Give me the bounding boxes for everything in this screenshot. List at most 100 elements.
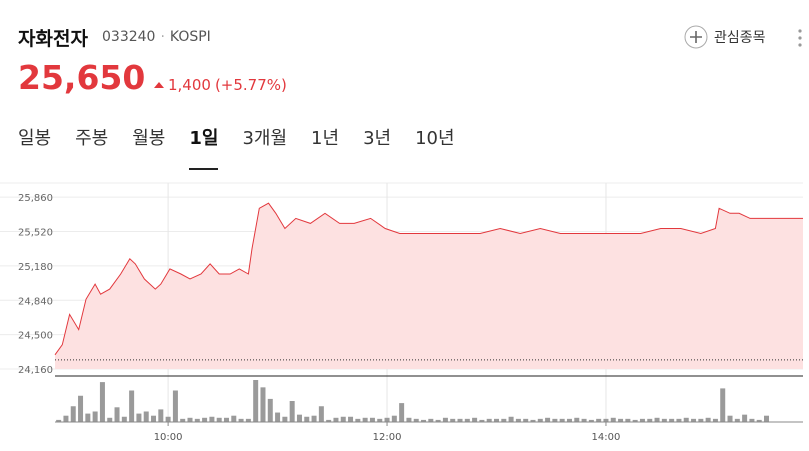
period-tab[interactable]: 3개월 xyxy=(242,128,288,149)
volume-bar xyxy=(92,411,98,422)
volume-bar xyxy=(406,417,412,422)
volume-bar xyxy=(311,415,317,422)
y-tick-label: 24,500 xyxy=(18,331,53,342)
volume-bar xyxy=(85,413,91,422)
volume-bar xyxy=(654,417,660,422)
volume-bar xyxy=(625,418,631,422)
volume-bar xyxy=(333,417,339,422)
y-tick-label: 24,160 xyxy=(18,365,53,376)
more-button[interactable] xyxy=(797,28,803,48)
volume-bar xyxy=(296,414,302,422)
volume-bar xyxy=(683,417,689,422)
volume-bar xyxy=(676,418,682,422)
stock-name: 자화전자 xyxy=(18,28,88,50)
volume-bar xyxy=(129,390,135,422)
volume-bar xyxy=(362,417,368,422)
volume-bar xyxy=(661,418,667,422)
volume-bar xyxy=(712,418,718,422)
period-tab[interactable]: 일봉 xyxy=(18,128,52,149)
x-tick-label: 10:00 xyxy=(154,432,183,443)
volume-bar xyxy=(421,419,427,422)
market: KOSPI xyxy=(169,29,211,45)
volume-bar xyxy=(202,417,208,422)
volume-bar xyxy=(632,419,638,422)
volume-bar xyxy=(727,415,733,422)
volume-bar xyxy=(486,418,492,422)
price-line xyxy=(54,202,803,356)
volume-bar xyxy=(530,419,536,422)
volume-bar xyxy=(209,416,215,422)
volume-bar xyxy=(187,417,193,422)
volume-bar xyxy=(384,417,390,422)
volume-bar xyxy=(304,416,310,422)
volume-bar xyxy=(99,382,105,422)
volume-bar xyxy=(610,417,616,422)
volume-bar xyxy=(428,418,434,422)
volume-bar xyxy=(494,418,500,422)
volume-bar xyxy=(56,419,62,422)
volume-bar xyxy=(742,414,748,422)
volume-bar xyxy=(223,417,229,422)
change: 1,400 (+5.77%) xyxy=(154,76,287,94)
volume-bar xyxy=(231,415,237,422)
period-tab[interactable]: 3년 xyxy=(363,128,392,149)
volume-bar xyxy=(245,418,251,422)
volume-bar xyxy=(603,418,609,422)
stock-code: 033240 xyxy=(102,29,156,45)
volume-bar xyxy=(669,418,675,422)
volume-bar xyxy=(764,415,770,422)
volume-bar xyxy=(647,418,653,422)
watchlist-button[interactable]: 관심종목 xyxy=(684,25,766,49)
volume-bar xyxy=(399,403,405,422)
up-arrow xyxy=(154,82,164,88)
x-tick-label: 14:00 xyxy=(592,432,621,443)
volume-bar xyxy=(340,416,346,422)
price-area xyxy=(55,203,803,369)
period-tab[interactable]: 1일 xyxy=(189,124,219,170)
volume-bar xyxy=(479,419,485,422)
volume-bar xyxy=(464,418,470,422)
volume-bar xyxy=(260,387,266,422)
volume-bar xyxy=(391,415,397,422)
volume-bar xyxy=(326,419,332,422)
volume-bar xyxy=(107,417,113,422)
volume-bar xyxy=(734,418,740,422)
volume-bar xyxy=(180,418,186,422)
period-tab[interactable]: 10년 xyxy=(415,128,455,149)
x-tick-label: 12:00 xyxy=(373,432,402,443)
volume-bar xyxy=(143,411,149,422)
period-tab[interactable]: 월봉 xyxy=(132,128,166,149)
volume-bar xyxy=(639,418,645,422)
period-tab[interactable]: 1년 xyxy=(311,128,340,149)
volume-bar xyxy=(749,418,755,422)
volume-bar xyxy=(158,409,164,422)
volume-bar xyxy=(705,417,711,422)
volume-bar xyxy=(691,418,697,422)
volume-bar xyxy=(756,419,762,422)
volume-bar xyxy=(172,390,178,422)
change-value: 1,400 xyxy=(168,76,211,94)
volume-bar xyxy=(194,418,200,422)
volume-bar xyxy=(275,412,281,422)
period-tab[interactable]: 주봉 xyxy=(75,128,109,149)
volume-bar xyxy=(78,395,84,422)
volume-bar xyxy=(136,413,142,422)
volume-bar xyxy=(216,417,222,422)
volume-bar xyxy=(566,418,572,422)
volume-bar xyxy=(165,416,171,422)
volume-bar xyxy=(588,419,594,422)
period-tabs: 일봉 주봉 월봉 1일 3개월 1년 3년 10년 xyxy=(18,124,455,170)
volume-bar xyxy=(282,416,288,422)
y-tick-label: 25,860 xyxy=(18,193,53,204)
volume-bar xyxy=(289,401,295,422)
volume-bar xyxy=(559,418,565,422)
volume-bar xyxy=(472,417,478,422)
volume-bar xyxy=(121,416,127,422)
volume-bar xyxy=(698,418,704,422)
volume-bar xyxy=(508,416,514,422)
y-tick-label: 25,180 xyxy=(18,262,53,273)
price: 25,650 xyxy=(18,58,146,97)
volume-bar xyxy=(253,380,259,422)
